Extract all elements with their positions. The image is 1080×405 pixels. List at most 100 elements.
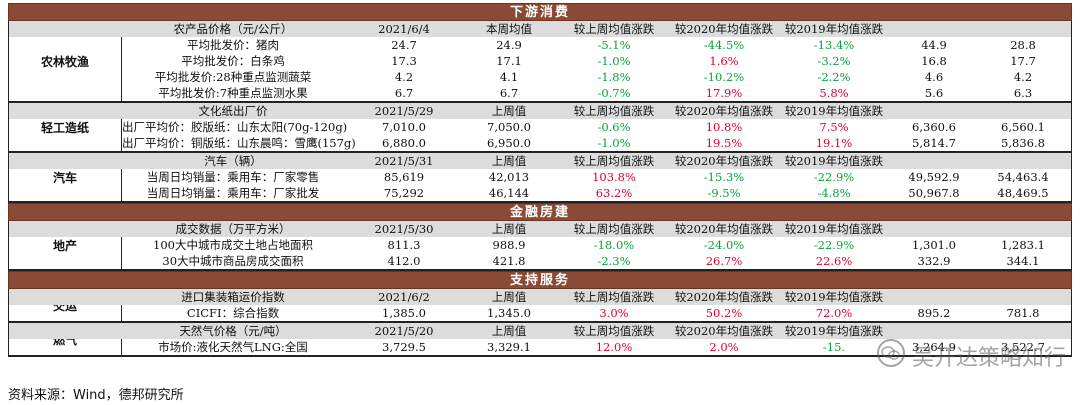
table-row: 100大中城市成交土地占地面积 811.3 988.9 -18.0% -24.0% -22… (9, 237, 1071, 253)
table-cell: -0.7% (597, 86, 631, 100)
table-cell: -13.4% (813, 38, 855, 52)
category-label: 轻工造纸 (9, 103, 122, 151)
table-row: CICFI：综合指数 1,385.0 1,345.0 3.0% 50.2% 72.0% 89… (9, 305, 1071, 321)
table-cell: 48,469.5 (997, 186, 1049, 200)
table-row: 出厂平均价：铜版纸：山东晨鸣：雪鹰(157g) 6,880.0 6,950.0 -1.… (9, 135, 1071, 151)
table-cell: -24.0% (703, 238, 745, 252)
header-cell: 上周值 (491, 222, 527, 236)
table-cell: -4.8% (817, 186, 851, 200)
header-cell: 成交数据（万平方米） (175, 222, 291, 236)
table-row: 平均批发价：猪肉 24.7 24.9 -5.1% -44.5% -13.4% 44.9 28.… (9, 37, 1071, 53)
table-cell: -1.0% (597, 136, 631, 150)
table-row: 市场价:液化天然气LNG:全国 3,729.5 3,329.1 12.0% 2.0% -1… (9, 339, 1071, 355)
table-cell: -5.1% (597, 38, 631, 52)
table-cell: 24.7 (391, 38, 417, 52)
table-cell: 24.9 (496, 38, 522, 52)
table-cell: -44.5% (703, 38, 745, 52)
table-cell: 19.1% (815, 136, 853, 150)
table-header-row: 文化纸出厂价 2021/5/29 上周值 较上周均值涨跌 较2020年均值涨跌 较2019… (9, 103, 1071, 119)
table-cell: 17.7 (1010, 54, 1036, 68)
header-cell: 上周值 (491, 290, 527, 304)
table-cell: 6.7 (499, 86, 519, 100)
table-cell: 平均批发价：猪肉 (187, 38, 279, 52)
table-cell: 22.6% (815, 254, 853, 268)
header-cell: 文化纸出厂价 (198, 104, 268, 118)
header-cell: 较2019年均值涨跌 (784, 222, 884, 236)
table-cell: 44.9 (921, 38, 947, 52)
band-support-services: 支持服务 (8, 271, 1072, 289)
header-cell: 较2019年均值涨跌 (784, 154, 884, 168)
table-header-row: 农产品价格（元/公斤） 2021/6/4 本周均值 较上周均值涨跌 较2020年均值涨跌… (9, 21, 1071, 37)
table-cell: 3,729.5 (382, 340, 426, 354)
table-cell: 6,560.1 (1001, 120, 1045, 134)
data-table: 下游消费 农林牧渔 农产品价格（元/公斤） 2021/6/4 本周均值 较上周均值涨跌较… (8, 3, 1072, 357)
table-header-row: 天然气价格（元/吨） 2021/5/20 上周值 较上周均值涨跌 较2020年均值涨跌较… (9, 323, 1071, 339)
table-cell: 30大中城市商品房成交面积 (162, 254, 304, 268)
header-cell: 较2020年均值涨跌 (674, 22, 774, 36)
header-cell: 较2020年均值涨跌 (674, 154, 774, 168)
table-cell: 1,345.0 (487, 306, 531, 320)
table-cell: 17.3 (391, 54, 417, 68)
table-cell: 26.7% (705, 254, 743, 268)
group-auto: 汽车 汽车（辆） 2021/5/31 上周值 较上周均值涨跌 较2020年均值涨跌 较201… (8, 153, 1072, 203)
table-cell: 4.1 (499, 70, 519, 84)
table-cell: 42,013 (488, 170, 530, 184)
table-cell: 4.6 (924, 70, 944, 84)
group-agri: 农林牧渔 农产品价格（元/公斤） 2021/6/4 本周均值 较上周均值涨跌 较2020年… (8, 21, 1072, 103)
header-cell: 2021/5/31 (374, 154, 434, 168)
table-cell: 28.8 (1010, 38, 1036, 52)
table-cell: 平均批发价：白条鸡 (181, 54, 285, 68)
header-cell: 2021/5/30 (374, 222, 434, 236)
table-cell: 16.8 (921, 54, 947, 68)
table-cell: 895.2 (917, 306, 951, 320)
header-cell: 较上周均值涨跌 (573, 324, 655, 338)
header-cell: 2021/5/29 (374, 104, 434, 118)
table-cell: 811.3 (387, 238, 421, 252)
table-cell: CICFI：综合指数 (186, 306, 280, 320)
band-consumption: 下游消费 (8, 3, 1072, 21)
table-cell: 当周日均销量：乘用车：厂家零售 (146, 170, 320, 184)
table-cell: 4.2 (394, 70, 414, 84)
watermark-text: 吴开达策略知行 (911, 346, 1066, 371)
table-cell: 6.3 (1013, 86, 1033, 100)
group-paper: 轻工造纸 文化纸出厂价 2021/5/29 上周值 较上周均值涨跌 较2020年均值涨跌较… (8, 103, 1072, 153)
table-cell: 332.9 (917, 254, 951, 268)
table-cell: 7,010.0 (382, 120, 426, 134)
table-row: 出厂平均价：胶版纸：山东太阳(70g-120g) 7,010.0 7,050.0 -0… (9, 119, 1071, 135)
table-cell: 5.6 (924, 86, 944, 100)
header-cell: 2021/6/2 (378, 290, 430, 304)
category-label: 地产 (9, 221, 122, 269)
header-cell: 较2019年均值涨跌 (784, 290, 884, 304)
header-cell: 较2019年均值涨跌 (784, 104, 884, 118)
table-cell: 17.1 (496, 54, 522, 68)
header-cell: 较2019年均值涨跌 (784, 22, 884, 36)
table-cell: 5,814.7 (912, 136, 956, 150)
table-cell: 988.9 (492, 238, 526, 252)
table-cell: 5,836.8 (1001, 136, 1045, 150)
table-cell: -2.3% (597, 254, 631, 268)
table-cell: 63.2% (595, 186, 633, 200)
table-cell: 49,592.9 (908, 170, 960, 184)
header-cell: 较上周均值涨跌 (573, 290, 655, 304)
table-cell: 1,301.0 (912, 238, 956, 252)
table-row: 平均批发价:28种重点监测蔬菜 4.2 4.1 -1.8% -10.2% -2.2% 4.6… (9, 69, 1071, 85)
table-row: 平均批发价：白条鸡 17.3 17.1 -1.0% 1.6% -3.2% 16.8 17.7 (9, 53, 1071, 69)
table-cell: 7.5% (819, 120, 849, 134)
header-cell: 较2019年均值涨跌 (784, 324, 884, 338)
table-cell: 6.7 (394, 86, 414, 100)
header-cell: 进口集装箱运价指数 (181, 290, 285, 304)
table-cell: 54,463.4 (997, 170, 1049, 184)
group-transport: 交运 进口集装箱运价指数 2021/6/2 上周值 较上周均值涨跌 较2020年均值涨跌较… (8, 289, 1072, 323)
table-header-row: 进口集装箱运价指数 2021/6/2 上周值 较上周均值涨跌 较2020年均值涨跌 较20… (9, 289, 1071, 305)
table-cell: -18.0% (593, 238, 635, 252)
header-cell: 较上周均值涨跌 (573, 22, 655, 36)
table-cell: 出厂平均价：胶版纸：山东太阳(70g-120g) (122, 120, 348, 134)
header-cell: 较2020年均值涨跌 (674, 104, 774, 118)
table-cell: 6,950.0 (487, 136, 531, 150)
header-cell: 较上周均值涨跌 (573, 154, 655, 168)
table-cell: -1.0% (597, 54, 631, 68)
table-cell: 1.6% (709, 54, 739, 68)
table-cell: -15. (822, 340, 846, 354)
table-row: 平均批发价:7种重点监测水果 6.7 6.7 -0.7% 17.9% 5.8% 5.6 6.3 (9, 85, 1071, 101)
table-header-row: 汽车（辆） 2021/5/31 上周值 较上周均值涨跌 较2020年均值涨跌 较2019年… (9, 153, 1071, 169)
